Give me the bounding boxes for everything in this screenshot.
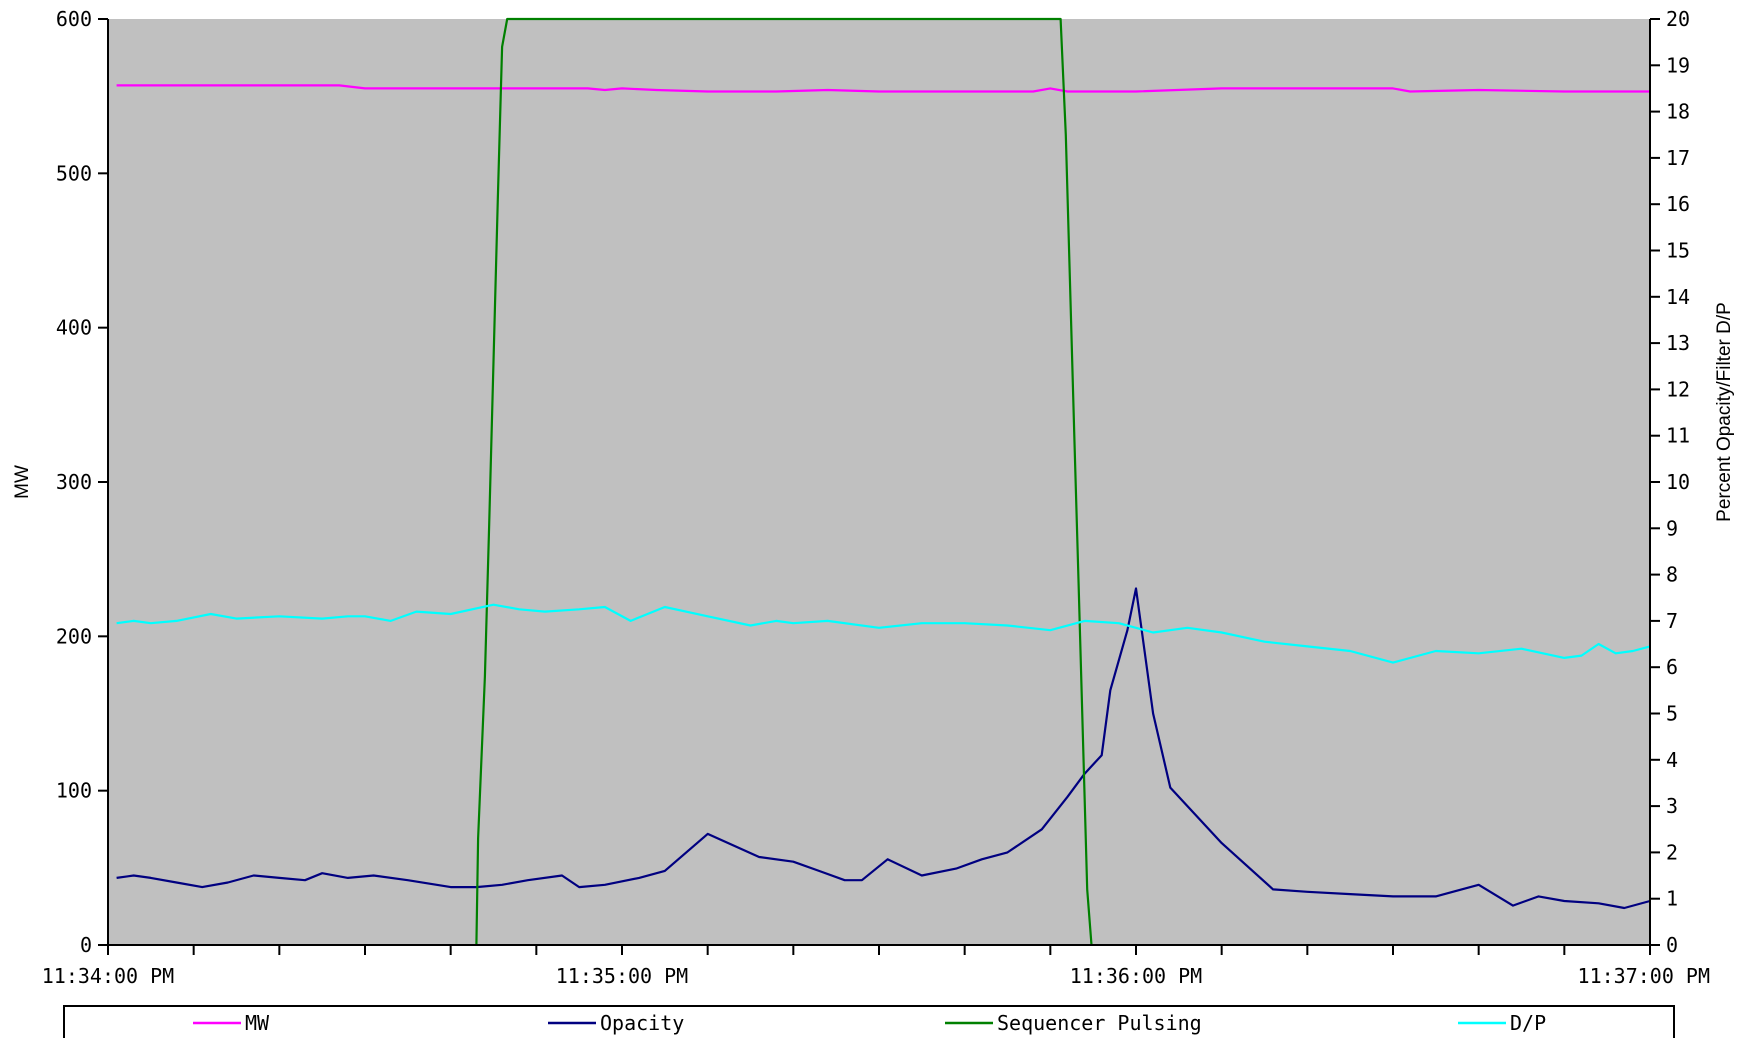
x-tick-label: 11:35:00 PM [556, 964, 688, 988]
right-tick-label: 18 [1666, 100, 1690, 124]
right-tick-label: 11 [1666, 424, 1690, 448]
right-tick-label: 13 [1666, 331, 1690, 355]
series-line-mw [116, 84, 1650, 93]
series-layer [116, 17, 1651, 946]
left-tick-label: 500 [56, 161, 92, 185]
left-tick-label: 300 [56, 470, 92, 494]
series-line-sequencer-pulsing [475, 17, 1093, 946]
x-tick-label: 11:34:00 PM [42, 964, 174, 988]
x-tick-label: 11:37:00 PM [1578, 964, 1710, 988]
right-tick-label: 3 [1666, 794, 1678, 818]
left-tick-label: 200 [56, 624, 92, 648]
left-axis-title: MW [12, 465, 33, 499]
right-tick-label: 10 [1666, 470, 1690, 494]
right-tick-label: 14 [1666, 285, 1690, 309]
right-tick-label: 16 [1666, 192, 1690, 216]
right-tick-label: 2 [1666, 840, 1678, 864]
legend-label: D/P [1510, 1011, 1546, 1035]
legend: MW Opacity Sequencer Pulsing D/P [63, 1005, 1675, 1038]
right-tick-label: 12 [1666, 377, 1690, 401]
right-tick-label: 5 [1666, 702, 1678, 726]
plot-area [108, 19, 1650, 945]
right-axis-title: Percent Opacity/Filter D/P [1714, 302, 1735, 522]
right-tick-label: 17 [1666, 146, 1690, 170]
left-tick-label: 100 [56, 779, 92, 803]
series-line-d-p [116, 603, 1651, 664]
right-tick-label: 8 [1666, 563, 1678, 587]
left-tick-label: 400 [56, 316, 92, 340]
right-tick-label: 6 [1666, 655, 1678, 679]
axes-layer: 0100200300400500600012345678910111213141… [12, 7, 1735, 988]
right-tick-label: 7 [1666, 609, 1678, 633]
right-tick-label: 4 [1666, 748, 1678, 772]
right-tick-label: 9 [1666, 516, 1678, 540]
right-tick-label: 1 [1666, 887, 1678, 911]
left-tick-label: 0 [80, 933, 92, 957]
legend-label: Opacity [600, 1011, 684, 1035]
series-line-opacity [116, 587, 1651, 910]
legend-label: MW [245, 1011, 270, 1035]
right-tick-label: 0 [1666, 933, 1678, 957]
x-tick-label: 11:36:00 PM [1070, 964, 1202, 988]
right-tick-label: 20 [1666, 7, 1690, 31]
right-tick-label: 15 [1666, 239, 1690, 263]
right-tick-label: 19 [1666, 53, 1690, 77]
legend-label: Sequencer Pulsing [997, 1011, 1202, 1035]
legend-box [63, 1005, 1675, 1038]
left-tick-label: 600 [56, 7, 92, 31]
